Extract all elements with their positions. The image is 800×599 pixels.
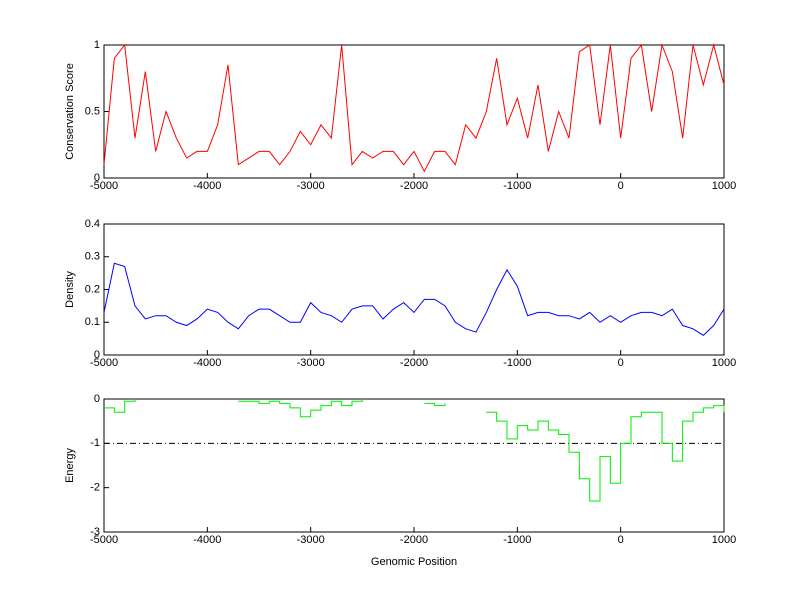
y-tick-label: -3 [90,526,100,538]
x-tick-label: -3000 [297,534,325,546]
x-tick-label: -5000 [90,357,118,369]
y-tick-label: 0.1 [85,316,100,328]
x-tick-label: -4000 [193,180,221,192]
x-tick-label: -2000 [400,357,428,369]
x-tick-label: -4000 [193,357,221,369]
axes-box [103,223,725,356]
x-tick-label: 0 [618,180,624,192]
x-tick-label: -4000 [193,534,221,546]
y-tick-label: -2 [90,482,100,494]
x-tick-label: -1000 [503,534,531,546]
y-tick-label: 0 [94,349,100,361]
y-tick-label: 0.5 [85,105,100,117]
data-line [104,399,725,502]
x-tick-label: 1000 [712,357,736,369]
data-line [103,43,725,173]
x-tick-label: -1000 [503,357,531,369]
x-tick-label: -5000 [90,534,118,546]
x-tick-label: -2000 [400,180,428,192]
y-tick-label: 0.3 [85,251,100,263]
y-tick-label: -1 [90,437,100,449]
y-axis-label: Density [64,271,76,308]
y-axis-label: Conservation Score [64,63,76,160]
x-tick-label: -5000 [90,180,118,192]
y-tick-label: 1 [94,39,100,51]
y-tick-label: 0.2 [85,283,100,295]
x-tick-label: -3000 [297,357,325,369]
y-axis-label: Energy [64,448,76,483]
x-tick-label: -2000 [400,534,428,546]
x-tick-label: -3000 [297,180,325,192]
y-tick-label: 0.4 [85,218,100,230]
x-tick-label: 0 [618,357,624,369]
x-tick-label: 1000 [712,534,736,546]
x-tick-label: 0 [618,534,624,546]
axes-box [103,44,725,179]
x-axis-label: Genomic Position [371,556,457,568]
y-tick-label: 0 [94,172,100,184]
y-tick-label: 0 [94,393,100,405]
data-line [103,262,725,336]
x-tick-label: 1000 [712,180,736,192]
x-tick-label: -1000 [503,180,531,192]
